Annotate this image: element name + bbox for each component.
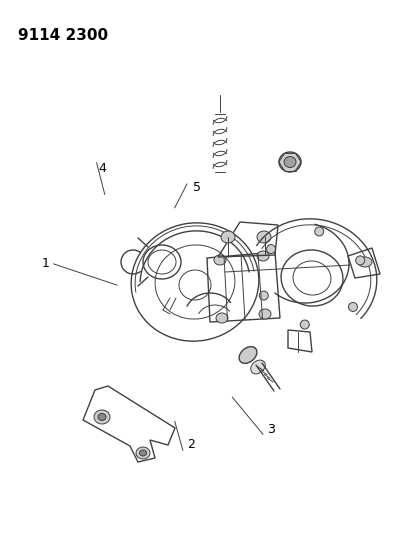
- Ellipse shape: [266, 245, 275, 254]
- Ellipse shape: [358, 257, 372, 267]
- Ellipse shape: [216, 313, 228, 323]
- Ellipse shape: [221, 231, 235, 243]
- Ellipse shape: [239, 346, 257, 364]
- Ellipse shape: [279, 152, 301, 172]
- Ellipse shape: [257, 251, 269, 261]
- Text: 1: 1: [42, 257, 49, 270]
- Ellipse shape: [300, 320, 309, 329]
- Ellipse shape: [214, 255, 226, 265]
- Ellipse shape: [259, 291, 268, 300]
- Text: 5: 5: [193, 181, 201, 195]
- Text: 2: 2: [187, 438, 195, 451]
- Ellipse shape: [94, 410, 110, 424]
- Text: 4: 4: [99, 162, 106, 175]
- Ellipse shape: [139, 450, 146, 456]
- Ellipse shape: [315, 227, 324, 236]
- Ellipse shape: [136, 447, 150, 459]
- Ellipse shape: [257, 231, 271, 243]
- Text: 3: 3: [267, 423, 275, 436]
- Text: 9114 2300: 9114 2300: [18, 28, 108, 43]
- Ellipse shape: [259, 309, 271, 319]
- Ellipse shape: [356, 256, 365, 265]
- Ellipse shape: [98, 414, 106, 421]
- Ellipse shape: [349, 302, 358, 311]
- Ellipse shape: [284, 157, 296, 167]
- Ellipse shape: [251, 360, 265, 374]
